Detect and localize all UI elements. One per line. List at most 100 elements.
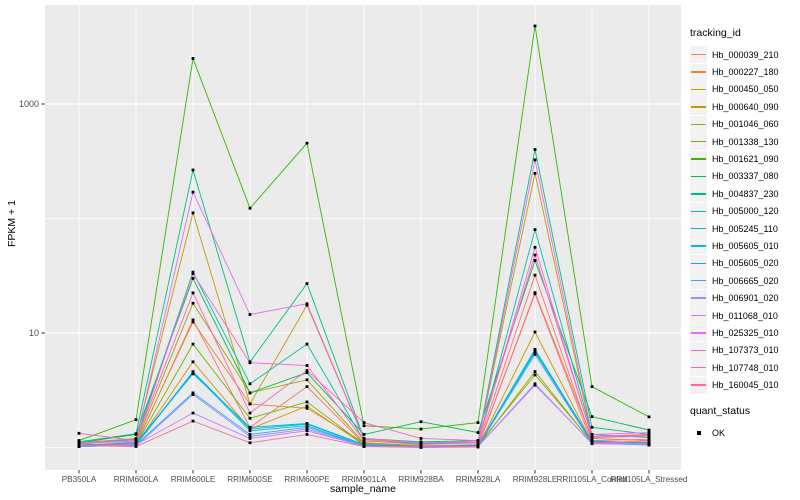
legend-color-items: Hb_000039_210 Hb_000227_180 Hb_000450_050 H…	[690, 46, 800, 394]
legend-item-Hb_001046_060: Hb_001046_060	[690, 115, 800, 133]
legend-key-swatch	[690, 272, 707, 290]
legend-key-swatch	[690, 424, 707, 441]
x-tick-label: RRII105LA_Stressed	[611, 475, 688, 484]
legend-item-label: Hb_000640_090	[712, 101, 779, 112]
data-point	[191, 411, 195, 415]
data-point	[191, 190, 195, 194]
data-point	[590, 435, 594, 438]
legend-line-icon	[691, 367, 706, 369]
data-point	[305, 369, 309, 372]
legend-shape-title: quant_status	[690, 404, 751, 417]
legend-item-label: Hb_001338_130	[712, 136, 779, 147]
data-point	[248, 441, 252, 445]
data-point	[191, 301, 195, 305]
x-tick-label: RRII105LA_Control	[557, 475, 628, 484]
data-point	[419, 427, 423, 431]
legend-item-Hb_001621_090: Hb_001621_090	[690, 150, 800, 168]
data-point	[134, 432, 138, 436]
data-point	[305, 400, 309, 404]
legend-item-quant-OK: OK	[690, 424, 800, 441]
data-point	[533, 350, 537, 354]
x-tick-label: RRIM600LE	[171, 475, 216, 484]
legend-item-label: Hb_006901_020	[712, 293, 779, 304]
legend-item-Hb_001338_130: Hb_001338_130	[690, 133, 800, 151]
data-point	[248, 425, 252, 429]
data-point	[305, 371, 309, 375]
data-point	[533, 330, 537, 334]
data-point	[134, 439, 138, 442]
legend-item-Hb_025325_010: Hb_025325_010	[690, 324, 800, 342]
data-point	[590, 415, 594, 419]
data-point	[191, 291, 195, 295]
data-point	[248, 391, 252, 395]
legend-item-label: Hb_000450_050	[712, 84, 779, 95]
data-point	[533, 273, 537, 277]
data-point	[647, 433, 651, 436]
data-point	[305, 404, 309, 408]
data-point	[191, 342, 195, 346]
data-point	[305, 406, 309, 410]
data-point	[533, 158, 537, 162]
data-point	[191, 393, 195, 396]
x-tick-label: PB350LA	[62, 475, 97, 484]
data-point	[533, 24, 537, 28]
legend-item-Hb_005000_120: Hb_005000_120	[690, 202, 800, 220]
data-point	[77, 431, 81, 435]
legend-item-label: Hb_025325_010	[712, 327, 779, 338]
legend-line-icon	[691, 297, 706, 299]
data-point	[533, 382, 537, 386]
legend-key-swatch	[690, 254, 707, 272]
data-point	[248, 435, 252, 438]
legend-item-Hb_011068_010: Hb_011068_010	[690, 307, 800, 325]
legend-line-icon	[691, 175, 706, 178]
data-point	[647, 439, 651, 443]
data-point	[419, 441, 423, 445]
legend-key-swatch	[690, 237, 707, 255]
legend-shape-items: OK	[690, 424, 800, 441]
data-point	[305, 364, 309, 367]
data-point	[647, 415, 651, 419]
data-point	[476, 421, 480, 424]
data-point	[191, 211, 195, 215]
legend-item-label: Hb_107373_010	[712, 345, 779, 356]
data-point	[248, 382, 252, 386]
legend-line-icon	[691, 262, 706, 265]
data-point	[305, 303, 309, 307]
legend-line-icon	[691, 71, 706, 73]
legend-item-label: Hb_000039_210	[712, 49, 779, 60]
y-tick-label: 1000	[19, 99, 39, 109]
data-point	[533, 373, 537, 377]
legend-key-swatch	[690, 220, 707, 238]
data-point	[590, 425, 594, 429]
data-point	[191, 320, 195, 324]
data-point	[305, 427, 309, 431]
y-tick-label: 10	[29, 328, 39, 338]
data-point	[362, 433, 366, 436]
data-point	[191, 360, 195, 364]
legend-item-label: Hb_003337_080	[712, 171, 779, 182]
legend-key-swatch	[690, 202, 707, 220]
data-point	[590, 385, 594, 389]
legend-item-label: Hb_011068_010	[712, 310, 778, 321]
data-point	[590, 439, 594, 443]
data-point	[305, 424, 309, 428]
data-point	[533, 228, 537, 231]
legend-key-swatch	[690, 324, 707, 342]
legend-key-swatch	[690, 307, 707, 325]
x-tick-label: RRIM928LA	[456, 475, 501, 484]
data-point	[248, 416, 252, 420]
x-axis-title: sample_name	[330, 483, 396, 495]
legend-line-icon	[691, 314, 706, 317]
legend-key-swatch	[690, 46, 707, 64]
data-point	[533, 148, 537, 151]
legend-key-swatch	[690, 185, 707, 203]
legend-item-label: Hb_005000_120	[712, 206, 779, 217]
data-point	[362, 445, 366, 448]
data-point	[362, 437, 366, 440]
data-point	[647, 436, 651, 440]
legend-item-Hb_004837_230: Hb_004837_230	[690, 185, 800, 203]
data-point	[362, 443, 366, 447]
data-point	[419, 420, 423, 424]
data-point	[647, 428, 651, 432]
